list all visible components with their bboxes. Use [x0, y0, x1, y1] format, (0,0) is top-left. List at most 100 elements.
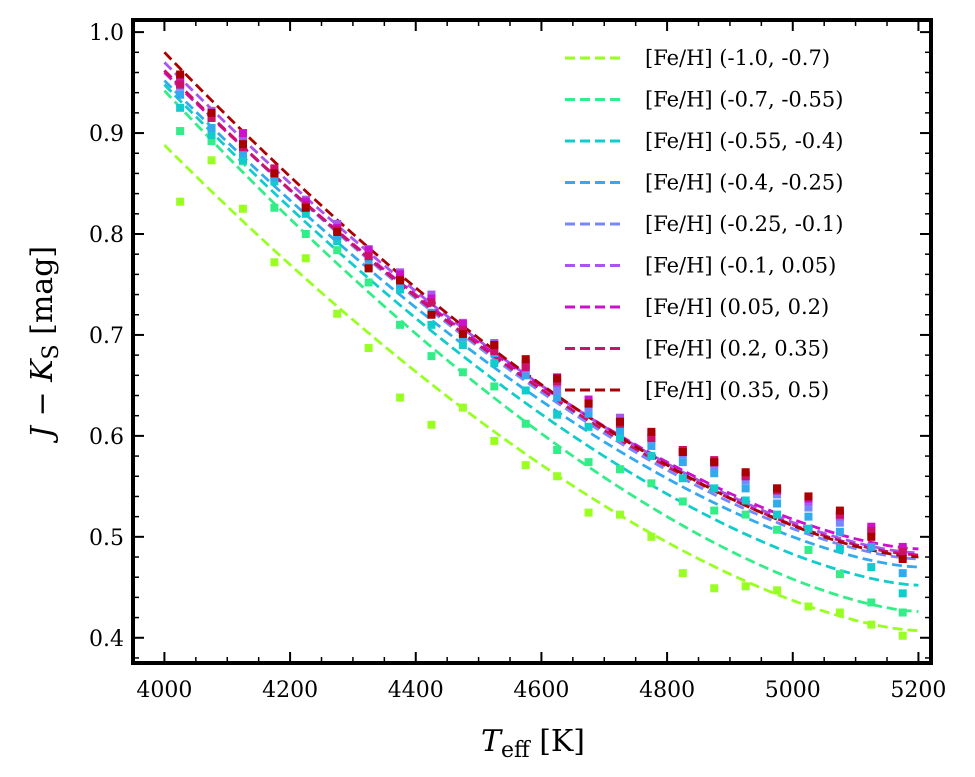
data-point: [238, 140, 247, 149]
data-point: [207, 113, 216, 122]
data-point: [898, 631, 907, 640]
x-tick-label: 4200: [262, 678, 318, 703]
legend-label: [Fe/H] (0.35, 0.5): [645, 378, 829, 402]
data-point: [710, 506, 719, 515]
data-point: [427, 298, 436, 307]
data-point: [207, 124, 216, 133]
data-point: [804, 492, 813, 501]
data-point: [835, 518, 844, 527]
data-point: [427, 352, 436, 361]
data-point: [678, 497, 687, 506]
data-point: [867, 620, 876, 629]
data-point: [521, 363, 530, 372]
y-tick-label: 0.8: [89, 223, 124, 248]
data-point: [867, 542, 876, 551]
y-tick-label: 0.9: [89, 122, 124, 147]
plot-area: [163, 51, 919, 640]
legend-item: [Fe/H] (0.35, 0.5): [565, 378, 829, 402]
data-point: [270, 164, 279, 173]
data-point: [521, 386, 530, 395]
data-point: [584, 422, 593, 431]
data-point: [364, 246, 373, 255]
data-point: [364, 264, 373, 273]
data-point: [458, 341, 467, 350]
data-point: [898, 542, 907, 551]
data-point: [458, 329, 467, 338]
data-point: [553, 374, 562, 383]
data-point: [804, 545, 813, 554]
data-point: [804, 512, 813, 521]
data-point: [867, 526, 876, 535]
legend-label: [Fe/H] (0.2, 0.35): [645, 337, 829, 361]
data-point: [647, 479, 656, 488]
data-point: [427, 290, 436, 299]
data-point: [898, 555, 907, 564]
data-point: [773, 525, 782, 534]
x-tick-label: 4400: [388, 678, 444, 703]
data-point: [521, 461, 530, 470]
data-point: [427, 320, 436, 329]
data-point: [458, 319, 467, 328]
data-point: [490, 359, 499, 368]
legend-item: [Fe/H] (0.05, 0.2): [565, 295, 829, 319]
data-point: [867, 532, 876, 541]
data-point: [647, 427, 656, 436]
data-point: [490, 382, 499, 391]
data-point: [238, 133, 247, 142]
data-point: [521, 371, 530, 380]
data-point: [741, 472, 750, 481]
data-point: [867, 522, 876, 531]
data-point: [270, 173, 279, 182]
data-point: [584, 508, 593, 517]
data-point: [898, 569, 907, 578]
data-point: [176, 127, 185, 136]
data-point: [773, 510, 782, 519]
data-point: [678, 569, 687, 578]
data-point: [647, 532, 656, 541]
fit-lines: [163, 51, 919, 633]
data-point: [898, 608, 907, 617]
data-point: [898, 547, 907, 556]
data-point: [270, 169, 279, 178]
legend-label: [Fe/H] (-1.0, -0.7): [645, 46, 830, 70]
data-point: [427, 420, 436, 429]
x-axis-title: Teff [K]: [481, 724, 585, 763]
data-point: [678, 474, 687, 483]
data-point: [364, 344, 373, 353]
data-point: [647, 441, 656, 450]
data-point: [773, 586, 782, 595]
data-point: [458, 368, 467, 377]
data-point: [207, 137, 216, 146]
data-point: [176, 197, 185, 206]
data-point: [615, 413, 624, 422]
data-point: [270, 203, 279, 212]
data-point: [741, 496, 750, 505]
data-point: [773, 484, 782, 493]
data-point: [207, 108, 216, 117]
data-point: [710, 469, 719, 478]
data-point: [835, 510, 844, 519]
data-point: [396, 320, 405, 329]
data-point: [553, 393, 562, 402]
fit-line: [163, 89, 919, 613]
data-point: [521, 419, 530, 428]
data-point: [773, 490, 782, 499]
data-point: [678, 448, 687, 457]
data-point: [301, 254, 310, 263]
data-point: [333, 309, 342, 318]
data-point: [804, 503, 813, 512]
legend-item: [Fe/H] (-0.55, -0.4): [565, 129, 843, 153]
data-point: [584, 409, 593, 418]
data-point: [584, 399, 593, 408]
data-point: [741, 582, 750, 591]
x-tick-label: 4000: [136, 678, 192, 703]
x-tick-label: 5200: [890, 678, 946, 703]
data-point: [741, 510, 750, 519]
data-point: [333, 237, 342, 246]
legend-item: [Fe/H] (-0.4, -0.25): [565, 171, 843, 195]
data-point: [270, 258, 279, 267]
data-point: [458, 325, 467, 334]
y-tick-label: 0.5: [89, 526, 124, 551]
data-point: [490, 341, 499, 350]
